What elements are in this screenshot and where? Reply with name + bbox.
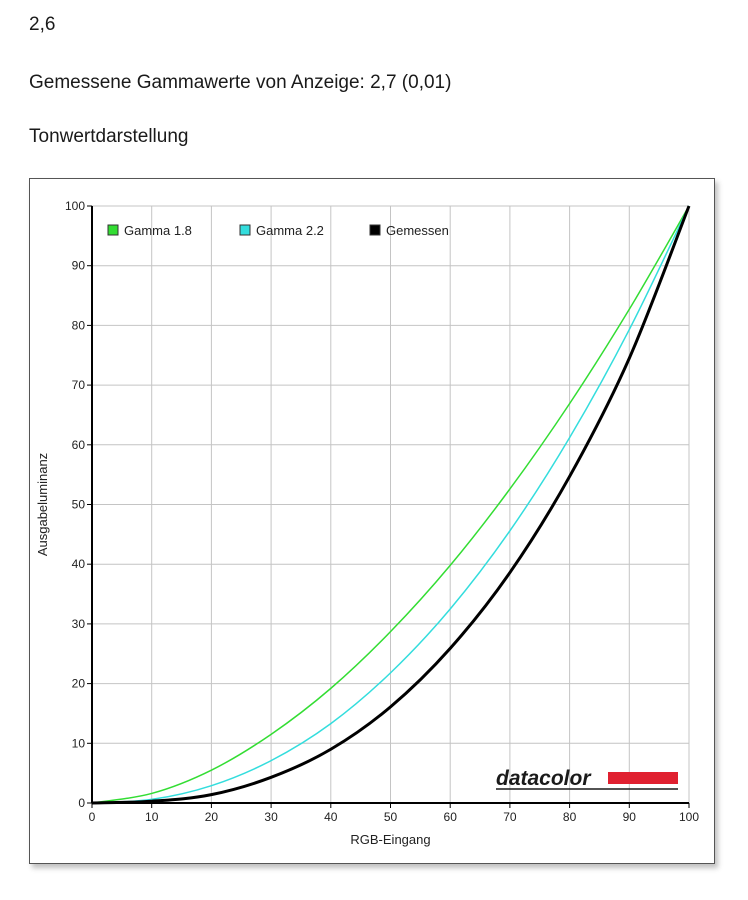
- series-line-gamma-1-8: [91, 205, 690, 804]
- datacolor-logo-text: datacolor: [496, 767, 592, 790]
- y-tick-label: 40: [72, 557, 86, 571]
- y-tick-label: 80: [72, 318, 86, 332]
- y-tick-label: 60: [72, 438, 86, 452]
- y-tick-label: 10: [72, 736, 86, 750]
- measured-gamma-text: Gemessene Gammawerte von Anzeige: 2,7 (0…: [29, 72, 452, 93]
- y-tick-label: 20: [72, 677, 86, 691]
- y-axis-label: Ausgabeluminanz: [35, 453, 50, 556]
- y-tick-label: 0: [78, 796, 85, 810]
- series-line-gamma-2-2: [91, 205, 690, 804]
- legend-label-gamma-2-2: Gamma 2.2: [256, 223, 324, 238]
- section-title: Tonwertdarstellung: [29, 126, 189, 147]
- x-tick-label: 10: [145, 810, 159, 824]
- x-tick-label: 40: [324, 810, 338, 824]
- x-tick-label: 30: [264, 810, 278, 824]
- y-tick-label: 90: [72, 259, 86, 273]
- x-tick-label: 100: [679, 810, 699, 824]
- y-tick-label: 30: [72, 617, 86, 631]
- x-tick-label: 60: [444, 810, 458, 824]
- x-tick-label: 90: [623, 810, 637, 824]
- legend-label-gamma-1-8: Gamma 1.8: [124, 223, 192, 238]
- legend-label-gemessen: Gemessen: [386, 223, 449, 238]
- gamma-value: 2,6: [29, 14, 56, 35]
- datacolor-logo-bar: [608, 772, 678, 784]
- x-tick-label: 70: [503, 810, 517, 824]
- x-axis-label: RGB-Eingang: [350, 832, 430, 847]
- x-tick-label: 80: [563, 810, 577, 824]
- y-tick-label: 70: [72, 378, 86, 392]
- x-tick-label: 0: [89, 810, 96, 824]
- y-tick-label: 100: [65, 199, 85, 213]
- legend-swatch-gemessen: [369, 224, 381, 236]
- legend-swatch-gamma-1-8: [107, 224, 119, 236]
- series-line-gemessen: [91, 205, 691, 805]
- legend-swatch-gamma-2-2: [239, 224, 251, 236]
- x-tick-label: 50: [384, 810, 398, 824]
- chart-frame: 0 10 20 30 40 50 60 70 80 90 100 0 10 20 30 40 50 60 70 80 9…: [29, 178, 715, 864]
- x-tick-label: 20: [205, 810, 219, 824]
- datacolor-logo: datacolor: [496, 767, 678, 790]
- y-tick-label: 50: [72, 498, 86, 512]
- tone-response-chart: 0 10 20 30 40 50 60 70 80 90 100 0 10 20 30 40 50 60 70 80 9…: [35, 199, 699, 847]
